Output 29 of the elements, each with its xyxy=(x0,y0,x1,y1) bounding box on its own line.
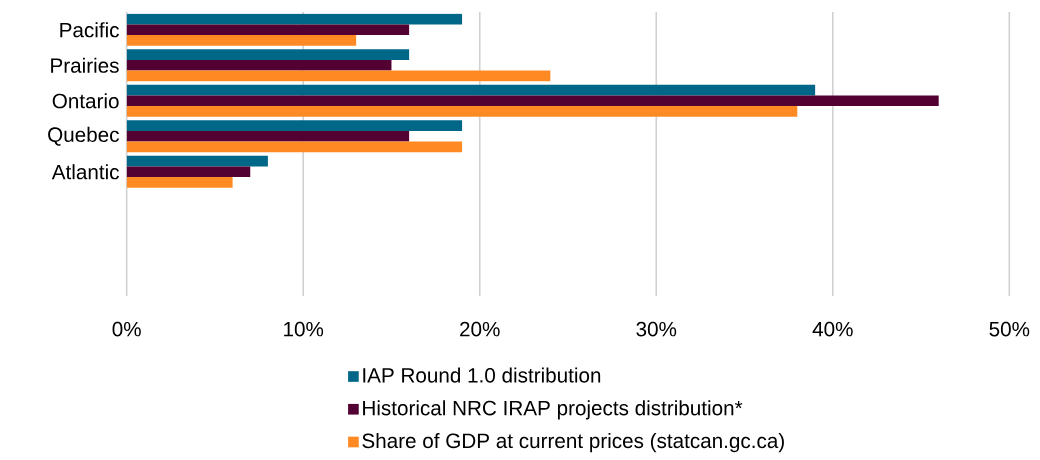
bar xyxy=(126,130,410,142)
bar xyxy=(126,95,939,107)
x-tick-label: 10% xyxy=(284,321,324,337)
bar xyxy=(126,166,251,178)
bar xyxy=(126,141,463,153)
y-tick-label: Prairies xyxy=(51,57,119,73)
bar xyxy=(126,106,798,117)
x-tick-label: 30% xyxy=(636,321,677,337)
bar xyxy=(126,84,816,96)
bar xyxy=(126,120,463,131)
legend-label: Share of GDP at current prices (statcan.gc.ca) xyxy=(362,432,784,453)
bar xyxy=(126,13,463,25)
bar xyxy=(126,49,410,60)
legend-label: IAP Round 1.0 distribution xyxy=(363,367,601,383)
y-tick-label: Quebec xyxy=(48,126,119,146)
bar xyxy=(126,59,392,71)
y-tick-label: Pacific xyxy=(60,22,119,38)
bar xyxy=(126,24,410,36)
bar xyxy=(126,155,268,167)
x-tick-label: 20% xyxy=(460,321,500,337)
x-tick-label: 0% xyxy=(112,321,141,337)
x-tick-label: 40% xyxy=(812,321,853,337)
bar xyxy=(126,177,233,188)
bar xyxy=(126,35,357,46)
y-tick-label: Atlantic xyxy=(51,164,119,180)
legend-label: Historical NRC IRAP projects distribution* xyxy=(363,400,743,420)
x-tick-label: 50% xyxy=(989,321,1030,337)
y-tick-label: Ontario xyxy=(52,93,119,109)
bar xyxy=(126,70,551,82)
